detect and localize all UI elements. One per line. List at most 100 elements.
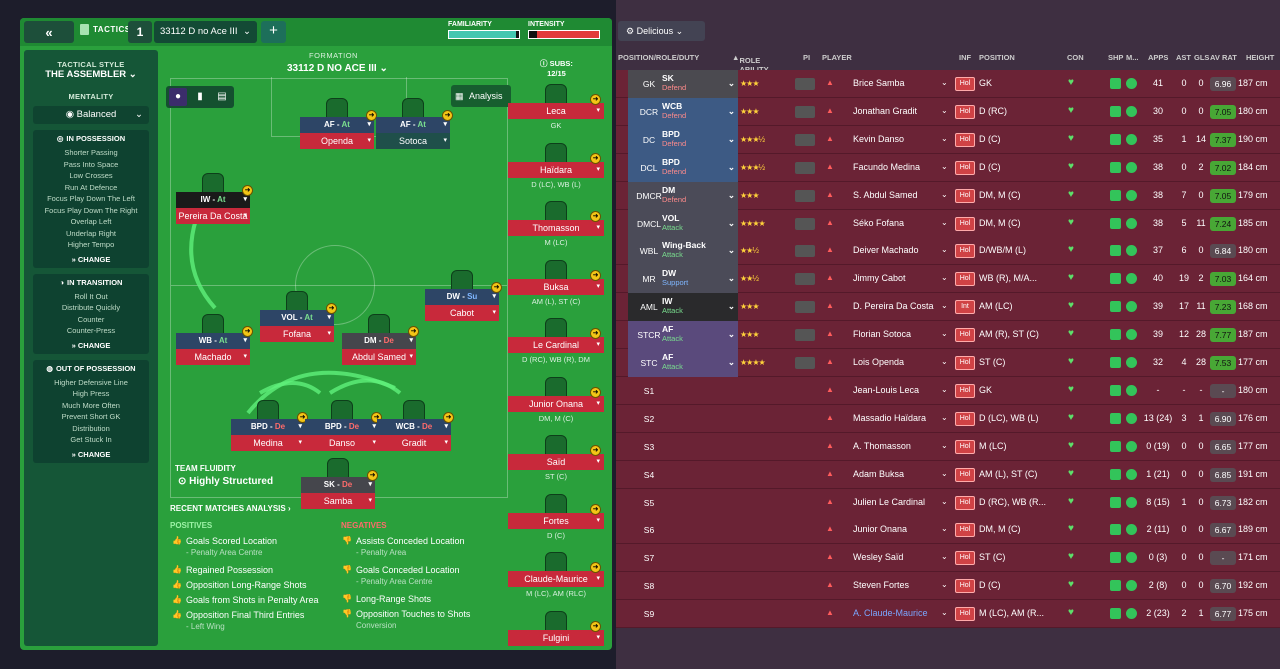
player-instructions-icon[interactable] (795, 273, 815, 286)
col-morale[interactable]: M... (1126, 53, 1139, 62)
role-cell[interactable]: BPD Defend ⌄ (658, 154, 737, 182)
familiarity-meter[interactable]: FAMILIARITY (448, 21, 520, 39)
player-name[interactable]: Samba ▾ (301, 493, 375, 509)
player-name[interactable]: Openda ▾ (300, 133, 374, 149)
player-name[interactable]: Fofana ▾ (260, 326, 334, 342)
col-position-role-duty[interactable]: POSITION/ROLE/DUTY (618, 53, 700, 62)
table-row[interactable]: S7 ▲ Wesley Saïd ⌄ Hol ST (C) ♥ 0 (3) 0 0-171 cm (616, 544, 1280, 573)
substitute-card[interactable]: Buksa ▾ AM (L), ST (C) ➜ (508, 259, 604, 306)
player-role[interactable]: BPD - De ▾ (231, 419, 305, 435)
substitute-card[interactable]: Junior Onana ▾ DM, M (C) ➜ (508, 376, 604, 423)
table-row[interactable]: DMCL VOL Attack ⌄ ★★★★ ▲ Séko Fofana ⌄ Hol DM, M … (616, 209, 1280, 238)
player-name[interactable]: Kevin Danso (853, 133, 905, 144)
recent-matches-analysis-link[interactable]: RECENT MATCHES ANALYSIS › (170, 504, 291, 513)
col-apps[interactable]: APPS (1148, 53, 1169, 62)
player-instructions-icon[interactable] (795, 245, 815, 258)
player-instructions-icon[interactable] (795, 161, 815, 174)
pitch-player[interactable]: SK - De ▾ Samba ▾ (301, 458, 375, 509)
pitch-player[interactable]: AF - At ▾ Sotoca ▾ (376, 98, 450, 149)
player-role[interactable]: DW - Su ▾ (425, 289, 499, 305)
player-instructions-icon[interactable] (795, 357, 815, 369)
player-instructions-icon[interactable] (795, 78, 815, 90)
substitute-card[interactable]: Leca ▾ GK ➜ (508, 84, 604, 130)
col-gls[interactable]: GLS (1194, 53, 1210, 62)
player-role[interactable]: AF - At ▾ (300, 117, 374, 133)
substitute-name[interactable]: Thomasson ▾ (508, 220, 604, 236)
col-position[interactable]: POSITION (979, 53, 1015, 62)
role-cell[interactable]: WCB Defend ⌄ (658, 98, 737, 126)
pitch-player[interactable]: VOL - At ▾ Fofana ▾ (260, 291, 334, 342)
substitute-name[interactable]: Le Cardinal ▾ (508, 337, 604, 353)
pitch-player[interactable]: BPD - De ▾ Danso ▾ (305, 400, 379, 451)
pitch-player[interactable]: DW - Su ▾ Cabot ▾ (425, 270, 499, 321)
player-name[interactable]: Danso ▾ (305, 435, 379, 451)
table-row[interactable]: S6 ▲ Junior Onana ⌄ Hol DM, M (C) ♥ 2 (11) 0 0 6.6… (616, 516, 1280, 545)
substitute-card[interactable]: Saïd ▾ ST (C) ➜ (508, 435, 604, 481)
table-row[interactable]: S4 ▲ Adam Buksa ⌄ Hol AM (L), ST (C) ♥ 1 (21) 0 0… (616, 460, 1280, 489)
player-name[interactable]: S. Abdul Samed (853, 189, 918, 200)
table-row[interactable]: AML IW Attack ⌄ ★★★ ▲ D. Pereira Da Costa ⌄ Int A… (616, 293, 1280, 322)
table-row[interactable]: DMCR DM Defend ⌄ ★★★ ▲ S. Abdul Samed ⌄ Hol DM, M… (616, 181, 1280, 210)
role-cell[interactable]: BPD Defend ⌄ (658, 126, 737, 154)
change-in-possession-button[interactable]: » CHANGE (33, 255, 149, 264)
table-row[interactable]: DC BPD Defend ⌄ ★★★½ ▲ Kevin Danso ⌄ Hol D (C) ♥ 35… (616, 125, 1280, 154)
pitch-player[interactable]: WB - At ▾ Machado ▾ (176, 314, 250, 365)
player-view-button[interactable]: ● (169, 88, 187, 106)
player-role[interactable]: WCB - De ▾ (377, 419, 451, 435)
substitute-card[interactable]: Fortes ▾ D (C) ➜ (508, 493, 604, 540)
player-name[interactable]: Massadio Haïdara (853, 412, 927, 423)
player-name[interactable]: Pereira Da Costa ▾ (176, 208, 250, 224)
substitute-name[interactable]: Claude-Maurice ▾ (508, 571, 604, 587)
substitute-name[interactable]: Haïdara ▾ (508, 161, 604, 178)
player-name[interactable]: Brice Samba (853, 78, 905, 88)
player-name[interactable]: Lois Openda (853, 357, 905, 367)
role-cell[interactable]: DM Defend ⌄ (658, 182, 737, 210)
player-name[interactable]: Sotoca ▾ (376, 133, 450, 149)
role-cell[interactable]: VOL Attack ⌄ (658, 210, 737, 238)
player-instructions-icon[interactable] (795, 133, 815, 146)
player-name[interactable]: Adam Buksa (853, 468, 905, 479)
role-cell[interactable]: AF Attack ⌄ (658, 349, 737, 377)
mentality-select[interactable]: ◉ Balanced ⌄ (33, 106, 149, 124)
table-row[interactable]: GK SK Defend ⌄ ★★★ ▲ Brice Samba ⌄ Hol GK ♥ 41 0 0 6.9… (616, 70, 1280, 98)
table-row[interactable]: DCL BPD Defend ⌄ ★★★½ ▲ Facundo Medina ⌄ Hol D (C… (616, 153, 1280, 182)
pitch-player[interactable]: WCB - De ▾ Gradit ▾ (377, 400, 451, 451)
table-row[interactable]: MR DW Support ⌄ ★★½ ▲ Jimmy Cabot ⌄ Hol WB (R), M… (616, 265, 1280, 294)
table-row[interactable]: WBL Wing-Back Attack ⌄ ★★½ ▲ Deiver Machado ⌄ Ho… (616, 237, 1280, 266)
substitute-name[interactable]: Leca ▾ (508, 103, 604, 119)
col-ast[interactable]: AST (1176, 53, 1191, 62)
player-instructions-icon[interactable] (795, 189, 815, 202)
col-av-rat[interactable]: AV RAT (1210, 53, 1237, 62)
player-name[interactable]: Cabot ▾ (425, 305, 499, 321)
tactical-style-value[interactable]: THE ASSEMBLER ⌄ (24, 69, 158, 80)
player-role[interactable]: WB - At ▾ (176, 333, 250, 349)
player-name[interactable]: Julien Le Cardinal (853, 496, 926, 507)
table-row[interactable]: STCR AF Attack ⌄ ★★★ ▲ Florian Sotoca ⌄ Hol AM (R… (616, 321, 1280, 350)
col-con[interactable]: CON (1067, 53, 1084, 62)
col-player[interactable]: PLAYER (822, 53, 852, 62)
player-name[interactable]: Steven Fortes (853, 580, 910, 591)
player-role[interactable]: BPD - De ▾ (305, 419, 379, 435)
col-height[interactable]: HEIGHT (1246, 53, 1275, 62)
player-role[interactable]: SK - De ▾ (301, 477, 375, 493)
substitute-card[interactable]: Fulgini ▾ ➜ (508, 610, 604, 648)
player-role[interactable]: DM - De ▾ (342, 333, 416, 349)
chart-view-button[interactable]: ▮ (191, 88, 209, 106)
tactic-slot-number[interactable]: 1 (128, 21, 152, 43)
player-name[interactable]: Jimmy Cabot (853, 273, 906, 284)
pitch-player[interactable]: DM - De ▾ Abdul Samed ▾ (342, 314, 416, 365)
player-name[interactable]: Gradit ▾ (377, 435, 451, 451)
player-name[interactable]: Séko Fofana (853, 217, 905, 228)
player-role[interactable]: VOL - At ▾ (260, 310, 334, 326)
player-name[interactable]: A. Claude-Maurice (853, 608, 928, 619)
intensity-meter[interactable]: INTENSITY (528, 21, 600, 39)
player-name[interactable]: Abdul Samed ▾ (342, 349, 416, 365)
player-role[interactable]: AF - At ▾ (376, 117, 450, 133)
substitute-card[interactable]: Haïdara ▾ D (LC), WB (L) ➜ (508, 142, 604, 189)
view-select[interactable]: ⚙ Delicious ⌄ (618, 21, 705, 41)
col-role-ability[interactable]: ▲ ROLE ABILITY (732, 53, 769, 74)
substitute-name[interactable]: Junior Onana ▾ (508, 395, 604, 412)
table-row[interactable]: DCR WCB Defend ⌄ ★★★ ▲ Jonathan Gradit ⌄ Hol D (R… (616, 97, 1280, 126)
player-name[interactable]: Florian Sotoca (853, 329, 912, 340)
add-tactic-button[interactable]: + (261, 21, 286, 43)
